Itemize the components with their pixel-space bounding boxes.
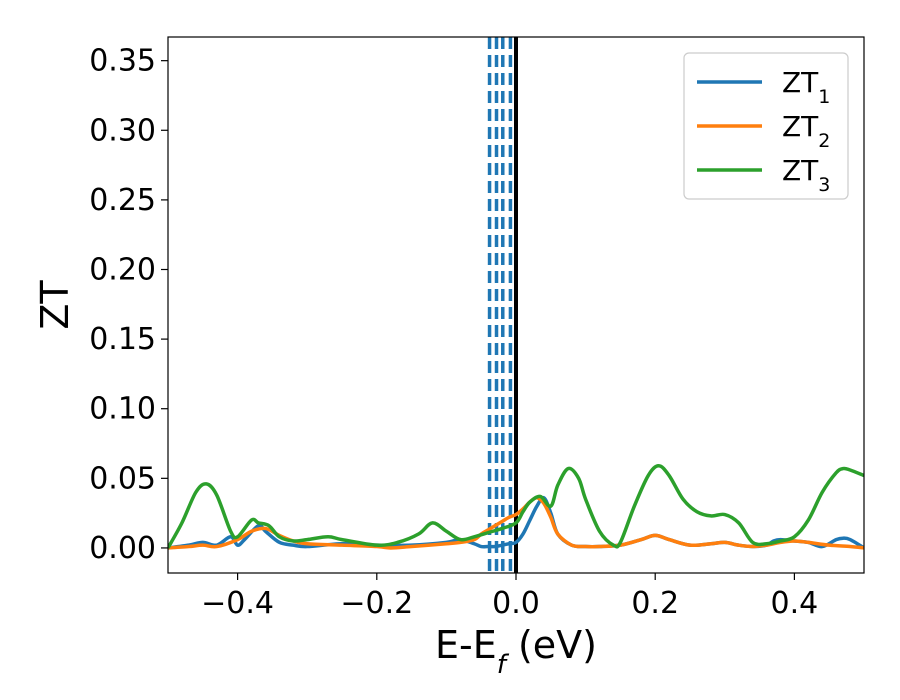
x-tick-label: 0.4 [771,586,819,621]
x-tick-label: 0.0 [492,586,540,621]
y-tick-label: 0.05 [89,461,156,496]
legend-label-zt3: ZT3 [782,154,830,196]
x-tick-label: 0.2 [631,586,679,621]
x-tick-label: −0.4 [201,586,274,621]
series-line-zt3 [168,464,864,549]
y-tick-label: 0.15 [89,322,156,357]
legend-label-zt1: ZT1 [782,66,830,108]
y-axis-label: ZT [33,280,77,330]
y-tick-label: 0.10 [89,392,156,427]
x-axis-label: E-Ef (eV) [435,623,597,680]
y-tick-label: 0.30 [89,113,156,148]
y-tick-label: 0.00 [89,531,156,566]
y-tick-label: 0.35 [89,44,156,79]
legend-label-zt2: ZT2 [782,110,830,152]
legend-box [683,52,849,200]
x-tick-label: −0.2 [340,586,413,621]
y-tick-label: 0.20 [89,252,156,287]
y-tick-label: 0.25 [89,183,156,218]
